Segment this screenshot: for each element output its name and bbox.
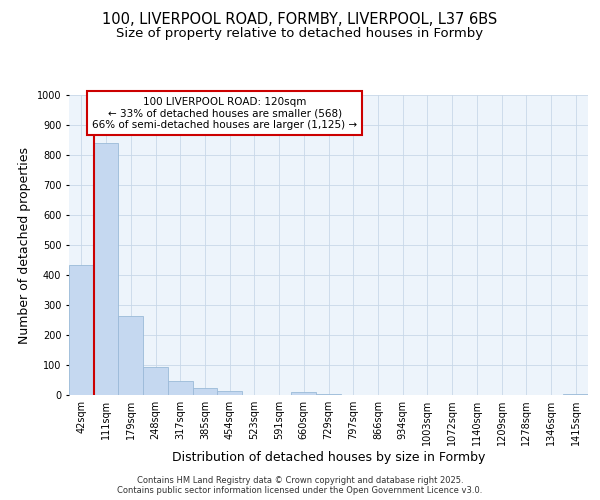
Bar [316,394,341,395]
Y-axis label: Number of detached properties: Number of detached properties [19,146,31,344]
Bar [94,143,118,395]
Text: Size of property relative to detached houses in Formby: Size of property relative to detached ho… [116,28,484,40]
Bar [292,392,316,395]
Bar [118,316,143,395]
Bar [168,380,193,395]
Bar [69,264,94,395]
Bar [217,392,242,395]
Text: 100, LIVERPOOL ROAD, FORMBY, LIVERPOOL, L37 6BS: 100, LIVERPOOL ROAD, FORMBY, LIVERPOOL, … [103,12,497,28]
Bar [143,366,168,395]
Text: 100 LIVERPOOL ROAD: 120sqm
← 33% of detached houses are smaller (568)
66% of sem: 100 LIVERPOOL ROAD: 120sqm ← 33% of deta… [92,96,357,130]
X-axis label: Distribution of detached houses by size in Formby: Distribution of detached houses by size … [172,451,485,464]
Bar [193,388,217,395]
Bar [563,394,588,395]
Text: Contains HM Land Registry data © Crown copyright and database right 2025.
Contai: Contains HM Land Registry data © Crown c… [118,476,482,495]
